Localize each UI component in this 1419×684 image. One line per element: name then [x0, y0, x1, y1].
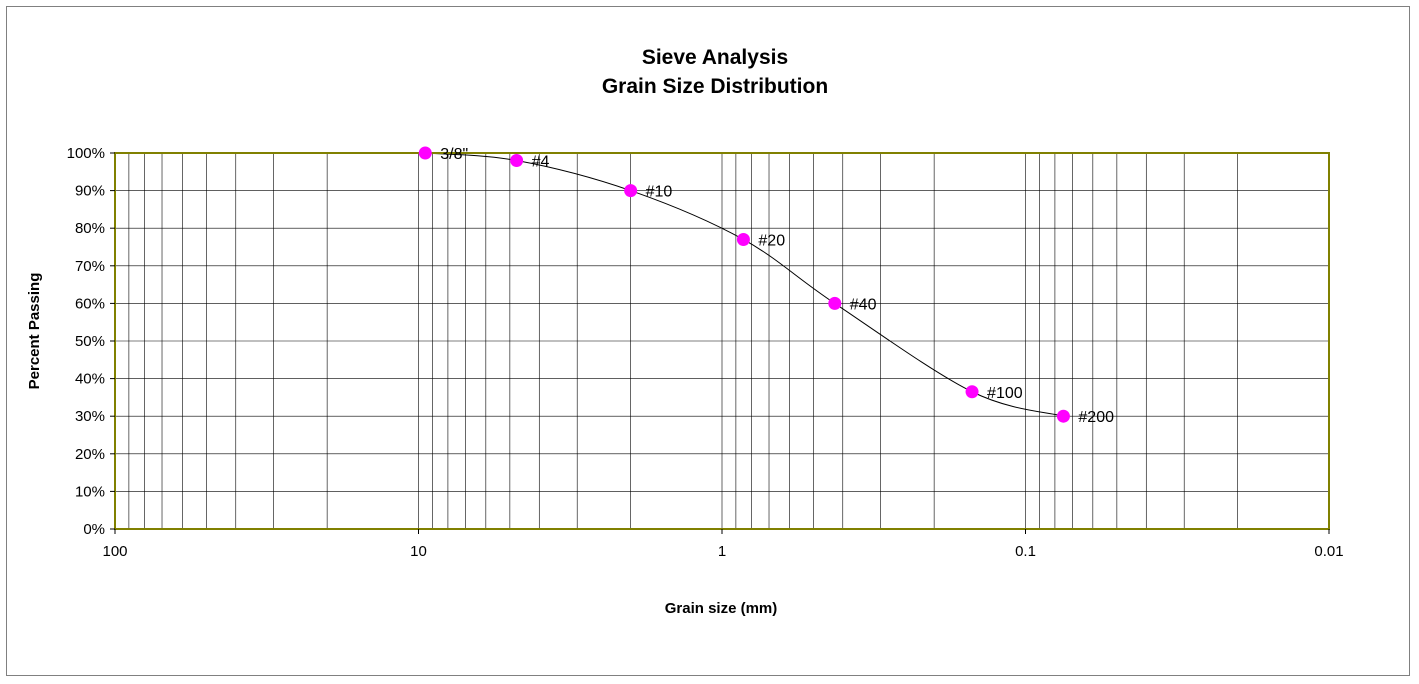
grid-lines [115, 152, 1330, 530]
data-label-38: 3/8" [440, 146, 468, 163]
data-label-200: #200 [1078, 409, 1114, 426]
y-tick-label: 80% [75, 220, 105, 237]
y-tick-label: 90% [75, 183, 105, 200]
data-point-20 [736, 232, 750, 246]
data-points: 3/8" #4 #10 #20 #40 #100 #200 [418, 146, 1114, 426]
x-axis-ticks: 100 10 1 0.1 0.01 [102, 529, 1344, 560]
chart-title-line-2: Grain Size Distribution [602, 75, 828, 98]
data-label-40: #40 [850, 296, 877, 313]
y-tick-label: 40% [75, 371, 105, 388]
x-tick-label: 1 [718, 543, 726, 560]
x-tick-label: 100 [102, 543, 127, 560]
sieve-analysis-chart: Sieve Analysis Grain Size Distribution 0… [26, 46, 1344, 617]
data-point-100 [965, 385, 979, 399]
data-point-200 [1056, 409, 1070, 423]
gradation-curve [425, 152, 1064, 417]
x-tick-label: 0.01 [1314, 543, 1343, 560]
x-axis-label: Grain size (mm) [665, 600, 778, 617]
data-point-10 [624, 184, 638, 198]
data-label-4: #4 [532, 154, 550, 171]
y-axis-ticks: 0% 10% 20% 30% 40% 50% 60% 70% 80% 90% 100% [67, 145, 115, 538]
y-tick-label: 60% [75, 295, 105, 312]
y-tick-label: 0% [83, 521, 105, 538]
y-tick-label: 100% [67, 145, 105, 162]
data-label-100: #100 [987, 385, 1023, 402]
chart-frame: Sieve Analysis Grain Size Distribution 0… [6, 6, 1410, 676]
data-label-20: #20 [758, 232, 785, 249]
y-tick-label: 10% [75, 483, 105, 500]
data-point-40 [828, 296, 842, 310]
chart-title-line-1: Sieve Analysis [642, 46, 788, 69]
y-tick-label: 70% [75, 258, 105, 275]
y-axis-label: Percent Passing [26, 273, 43, 390]
y-tick-label: 20% [75, 446, 105, 463]
data-point-38 [418, 146, 432, 160]
data-label-10: #10 [646, 184, 673, 201]
gradation-curve-line [425, 152, 1064, 417]
y-tick-label: 30% [75, 408, 105, 425]
data-point-4 [510, 154, 524, 168]
y-tick-label: 50% [75, 333, 105, 350]
x-tick-label: 0.1 [1015, 543, 1036, 560]
x-tick-label: 10 [410, 543, 427, 560]
